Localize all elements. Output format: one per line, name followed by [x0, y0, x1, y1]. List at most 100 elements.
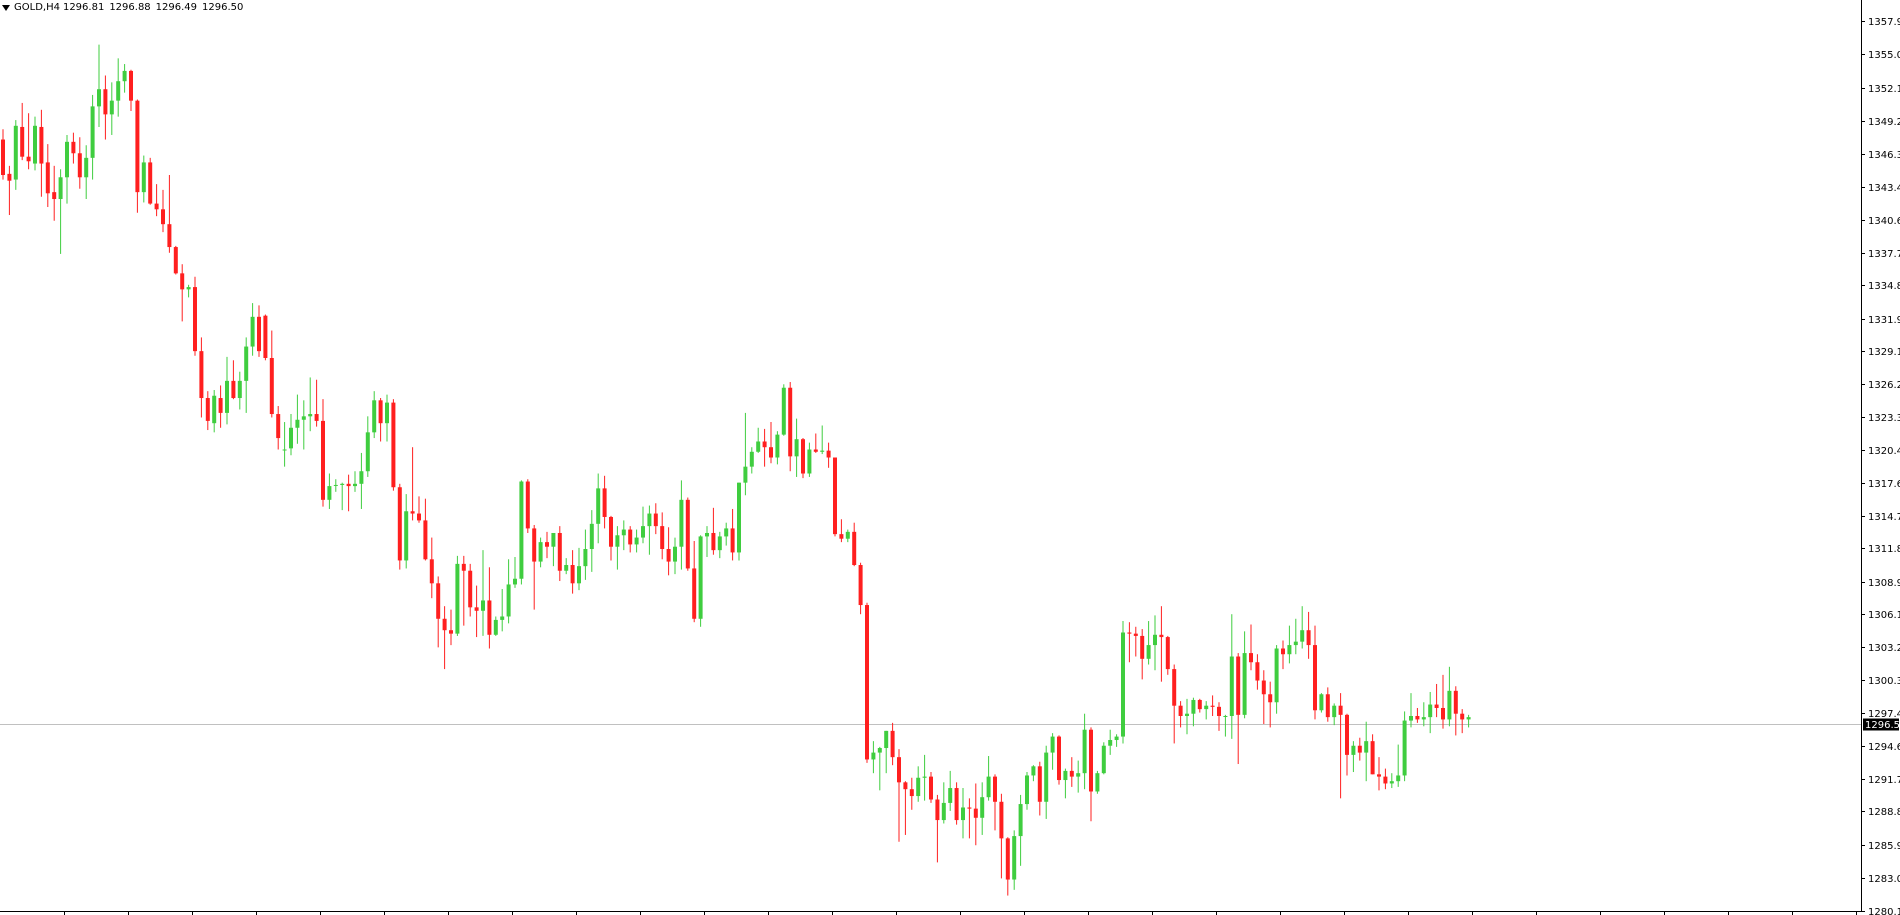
candle-body: [397, 487, 402, 561]
candle: [500, 589, 505, 632]
candle-body: [929, 776, 933, 800]
candle-body: [1466, 717, 1471, 720]
candle-body: [359, 471, 364, 484]
candle-body: [1338, 705, 1343, 715]
candle: [513, 557, 517, 588]
candle: [589, 510, 594, 572]
candle-body: [717, 536, 722, 551]
candle-body: [135, 100, 140, 193]
candle-body: [845, 531, 850, 539]
candle: [666, 527, 671, 576]
candle: [116, 58, 121, 117]
candle: [378, 398, 383, 442]
candle: [1121, 621, 1125, 744]
candle: [173, 245, 178, 275]
chart-header: GOLD,H4 1296.81 1296.88 1296.49 1296.50: [2, 2, 248, 14]
candle-body: [474, 607, 479, 611]
candle: [954, 782, 959, 825]
candle: [97, 44, 101, 127]
candle: [180, 264, 185, 322]
candle: [84, 145, 89, 200]
candle: [385, 394, 389, 442]
candle-body: [1415, 715, 1420, 720]
candle-body: [1236, 656, 1241, 715]
candle-body: [455, 563, 460, 634]
price-tick-label: 1314.70: [1868, 512, 1900, 523]
candle: [961, 788, 965, 839]
price-tick-label: 1280.15: [1868, 907, 1900, 915]
candle-body: [1332, 705, 1337, 718]
candle: [1447, 666, 1452, 727]
candle: [1172, 664, 1177, 744]
candle: [1044, 745, 1049, 819]
candle-body: [1025, 775, 1029, 805]
candle: [1357, 737, 1362, 761]
candle-body: [1140, 635, 1145, 659]
candle: [1261, 670, 1266, 724]
candle: [346, 474, 351, 512]
candle: [692, 540, 697, 623]
menu-triangle-icon[interactable]: [2, 5, 10, 11]
candle: [749, 447, 754, 474]
candle-body: [583, 549, 588, 567]
candle: [487, 567, 492, 649]
candle-body: [1409, 715, 1413, 721]
candle-body: [634, 537, 639, 545]
candle: [1095, 770, 1100, 794]
candle: [769, 422, 773, 464]
candle-body: [903, 782, 908, 790]
candle-body: [449, 630, 453, 634]
candle-body: [525, 481, 530, 529]
candle-body: [756, 441, 761, 452]
candle: [865, 602, 869, 763]
candle: [756, 427, 761, 453]
candle: [122, 64, 127, 93]
candle-body: [1153, 634, 1157, 646]
candle-body: [327, 486, 332, 500]
candle: [205, 391, 210, 431]
candle: [1460, 709, 1465, 734]
candle-body: [1345, 714, 1349, 755]
candle-body: [1383, 776, 1388, 784]
candle: [13, 120, 18, 190]
candle-body: [1249, 653, 1253, 663]
candle: [1287, 625, 1292, 664]
candle: [1069, 757, 1074, 787]
candle: [884, 730, 889, 774]
candle: [33, 116, 37, 171]
price-tick-label: 1311.85: [1868, 544, 1900, 555]
candle-body: [1114, 736, 1119, 741]
candle: [410, 447, 415, 521]
candle-body: [890, 730, 895, 758]
candle: [282, 422, 287, 467]
candle-body: [1223, 715, 1228, 717]
candle: [129, 69, 133, 111]
candle: [1409, 693, 1413, 728]
candle: [1185, 698, 1189, 735]
candle-body: [282, 449, 287, 451]
price-tick-label: 1326.20: [1868, 380, 1900, 391]
candle: [1101, 742, 1106, 775]
candle: [161, 189, 165, 233]
candle-body: [97, 89, 101, 107]
candle: [90, 94, 95, 180]
candle: [935, 794, 940, 863]
candle: [813, 433, 818, 453]
candle: [1133, 626, 1138, 657]
candle-body: [250, 316, 255, 347]
candle: [941, 782, 946, 824]
candle: [877, 746, 882, 791]
ohlc-open: 1296.81: [62, 2, 105, 13]
price-tick-label: 1306.10: [1868, 610, 1900, 621]
candle-body: [967, 807, 972, 809]
candle: [1274, 645, 1279, 714]
candle: [154, 184, 159, 217]
candle: [244, 337, 249, 413]
candle: [615, 526, 620, 570]
candle: [999, 793, 1004, 879]
candle-body: [1357, 745, 1362, 753]
candle: [570, 550, 575, 594]
candle-body: [724, 528, 729, 537]
price-tick-label: 1352.10: [1868, 84, 1900, 95]
